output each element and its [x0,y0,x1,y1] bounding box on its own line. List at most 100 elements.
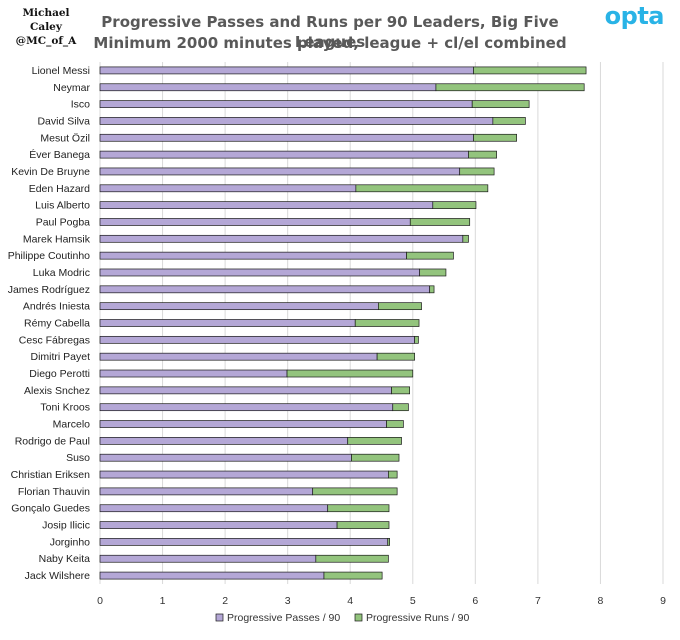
x-tick-label: 1 [160,595,166,607]
bar-progressive-passes [99,470,389,479]
bar-progressive-passes [99,66,474,75]
category-label: Philippe Coutinho [8,250,90,262]
category-label: Florian Thauvin [18,486,90,498]
bar-progressive-passes [99,218,411,226]
bar-progressive-passes [99,437,349,445]
bar-progressive-passes [99,571,325,580]
x-tick-label: 7 [535,595,541,607]
bar-progressive-passes [99,335,416,344]
bar-progressive-runs [391,386,410,395]
x-tick-label: 0 [97,595,103,607]
author-handle: @MC_of_A [15,35,77,47]
bar-progressive-runs [286,369,414,378]
x-tick-label: 5 [410,595,416,607]
category-label: Rémy Cabella [24,318,90,330]
x-tick-label: 6 [472,595,478,607]
category-label: Alexis Snchez [24,385,90,397]
bar-progressive-runs [323,571,383,580]
bar-progressive-runs [386,420,404,428]
category-label: Andrés Iniesta [23,301,90,313]
category-label: Kevin De Bruyne [11,166,90,178]
bar-progressive-passes [99,386,392,395]
category-label: Isco [71,99,90,111]
bar-progressive-runs [459,167,495,176]
author-credit: Michael Caley @MC_of_A [6,6,86,48]
bar-progressive-passes [99,285,431,294]
category-label: Naby Keita [39,553,91,565]
bar-progressive-passes [99,319,356,327]
bar-progressive-runs [468,150,497,159]
bar-progressive-passes [99,554,317,563]
bar-progressive-passes [99,420,387,428]
bar-progressive-runs [336,521,390,529]
chart-subtitle: Minimum 2000 minutes played, league + cl… [93,34,567,52]
x-tick-label: 9 [660,595,666,607]
x-tick-label: 3 [285,595,291,607]
bar-progressive-runs [432,201,477,209]
bar-progressive-runs [473,133,517,142]
x-tick-label: 2 [222,595,228,607]
category-label: Dimitri Payet [30,351,90,363]
bar-progressive-runs [435,83,585,92]
category-label: Marek Hamsik [23,233,91,245]
bar-progressive-runs [462,234,469,243]
category-label: Mesut Özil [40,132,90,144]
bar-progressive-passes [99,234,464,243]
category-label: David Silva [37,115,90,127]
bar-progressive-runs [392,403,409,412]
bar-progressive-passes [99,117,494,125]
category-label: Neymar [53,82,90,94]
bar-progressive-passes [99,184,357,193]
bar-progressive-passes [99,352,378,361]
category-label: Diego Perotti [29,368,90,380]
bar-progressive-passes [99,302,379,311]
bar-progressive-runs [378,302,422,311]
bar-progressive-runs [406,251,454,260]
bar-progressive-passes [99,369,288,378]
category-label: Toni Kroos [40,402,90,414]
bar-progressive-runs [347,437,402,445]
opta-logo: opta [604,2,665,30]
x-tick-label: 8 [598,595,604,607]
category-label: Marcelo [53,419,91,431]
category-label: Paul Pogba [36,216,90,228]
bar-progressive-runs [355,184,489,193]
category-label: Josip Ilicic [42,520,90,532]
category-label: Cesc Fábregas [19,334,90,346]
x-tick-label: 4 [347,595,353,607]
bar-progressive-passes [99,100,473,108]
category-label: Luis Alberto [35,200,90,212]
legend-swatch-passes [215,613,224,622]
bar-progressive-runs [471,100,530,108]
bar-progressive-passes [99,167,461,176]
bar-progressive-passes [99,403,394,412]
category-label: Jorginho [50,536,90,548]
category-label: Christian Eriksen [11,469,91,481]
bar-progressive-passes [99,133,474,142]
bar-progressive-runs [429,285,435,294]
category-label: Éver Banega [29,148,90,161]
category-label: Jack Wilshere [25,570,91,582]
legend-swatch-runs [354,613,363,622]
bar-progressive-passes [99,521,338,529]
bar-progressive-runs [327,504,390,513]
bar-progressive-passes [99,150,469,159]
bar-progressive-runs [376,352,416,361]
bar-progressive-passes [99,538,389,546]
legend-label-passes: Progressive Passes / 90 [227,612,340,624]
category-label: James Rodríguez [8,284,90,296]
bar-progressive-passes [99,83,437,92]
category-label: Eden Hazard [29,183,90,195]
bar-progressive-runs [312,487,398,496]
bar-progressive-passes [99,487,314,496]
bar-progressive-passes [99,201,434,209]
bar-progressive-runs [409,218,471,226]
bar-progressive-passes [99,504,329,513]
category-label: Rodrigo de Paul [15,435,90,447]
bar-progressive-passes [99,251,407,260]
bar-progressive-runs [419,268,447,277]
bar-progressive-runs [492,117,526,125]
category-label: Luka Modric [33,267,90,279]
category-label: Gonçalo Guedes [11,503,90,515]
